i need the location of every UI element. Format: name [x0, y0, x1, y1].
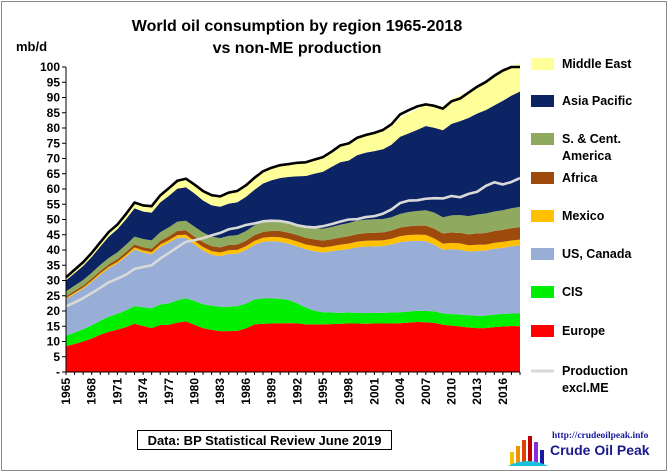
y-tick-label: 20 — [47, 304, 61, 318]
x-tick-label: 1971 — [110, 378, 124, 405]
y-tick-label: 65 — [47, 167, 61, 181]
y-tick-label: 95 — [47, 75, 61, 89]
legend-middle-east: Middle East — [531, 57, 632, 71]
area-series-group — [66, 62, 520, 372]
legend: Middle East Asia Pacific S. & Cent. America… — [531, 57, 633, 395]
legend-label: Middle East — [562, 57, 632, 71]
y-tick-label: 50 — [47, 213, 61, 227]
x-tick-label: 1965 — [59, 378, 73, 405]
legend-production-excl-me: Production excl.ME — [531, 364, 628, 395]
y-tick-label: 5 — [53, 350, 60, 364]
legend-label: America — [562, 149, 612, 163]
y-axis-unit: mb/d — [16, 39, 47, 54]
area-africa — [66, 225, 520, 299]
x-tick-label: 2004 — [393, 378, 407, 405]
y-tick-label: 80 — [47, 121, 61, 135]
y-tick-label: 45 — [47, 228, 61, 242]
line-production-excl-me — [65, 176, 521, 308]
y-tick-label: 60 — [47, 182, 61, 196]
legend-swatch — [531, 325, 554, 337]
y-tick-label: 85 — [47, 106, 61, 120]
y-tick-label: 90 — [47, 91, 61, 105]
x-tick-label: 1974 — [136, 378, 150, 405]
y-tick-label: 75 — [47, 136, 61, 150]
chart-title: World oil consumption by region 1965-201… — [132, 18, 463, 35]
legend-label: US, Canada — [562, 247, 633, 261]
area-europe — [66, 321, 520, 372]
legend-label: Africa — [562, 171, 598, 185]
y-tick-label: 55 — [47, 197, 61, 211]
y-tick-label: 35 — [47, 258, 61, 272]
logo-name: Crude Oil Peak — [550, 442, 650, 458]
y-tick-label: 100 — [40, 60, 60, 74]
legend-swatch — [531, 210, 554, 222]
legend-mexico: Mexico — [531, 209, 605, 223]
legend-africa: Africa — [531, 171, 598, 185]
line-series-group — [65, 65, 521, 308]
x-tick-label: 1992 — [290, 378, 304, 405]
crude-oil-peak-logo[interactable]: http://crudeoilpeak.info Crude Oil Peak — [508, 430, 663, 468]
x-tick-label: 1968 — [85, 378, 99, 405]
x-tick-label: 1998 — [342, 378, 356, 405]
legend-swatch — [531, 248, 554, 260]
y-tick-label: - — [56, 365, 60, 379]
area-asia-pacific — [66, 91, 520, 292]
y-tick-label: 40 — [47, 243, 61, 257]
x-tick-label: 2001 — [367, 378, 381, 405]
oil-rig-logo-icon — [508, 436, 548, 466]
legend-europe: Europe — [531, 324, 605, 338]
x-tick-label: 2010 — [444, 378, 458, 405]
legend-label: Mexico — [562, 209, 605, 223]
source-note: Data: BP Statistical Review June 2019 — [137, 430, 392, 450]
legend-us-canada: US, Canada — [531, 247, 633, 261]
x-tick-label: 1989 — [265, 378, 279, 405]
legend-label: excl.ME — [562, 381, 609, 395]
x-tick-label: 1986 — [239, 378, 253, 405]
legend-cis: CIS — [531, 285, 583, 299]
x-tick-label: 1980 — [187, 378, 201, 405]
y-tick-label: 15 — [47, 319, 61, 333]
area-middle-east — [66, 62, 520, 281]
legend-swatch — [531, 172, 554, 184]
legend-label: Asia Pacific — [562, 94, 632, 108]
legend-label: Europe — [562, 324, 605, 338]
chart-subtitle: vs non-ME production — [213, 40, 382, 57]
x-tick-label: 1995 — [316, 378, 330, 405]
legend-swatch — [531, 58, 554, 70]
legend-label: Production — [562, 364, 628, 378]
line-world-total — [65, 65, 520, 279]
x-tick-label: 1977 — [162, 378, 176, 405]
area-cis — [66, 298, 520, 347]
logo-url[interactable]: http://crudeoilpeak.info — [552, 431, 649, 441]
legend-swatch — [531, 95, 554, 107]
legend-asia-pacific: Asia Pacific — [531, 94, 632, 108]
x-tick-label: 1983 — [213, 378, 227, 405]
x-tick-label: 2007 — [419, 378, 433, 405]
legend-swatch — [531, 133, 554, 145]
legend-label: S. & Cent. — [562, 132, 621, 146]
y-tick-label: 25 — [47, 289, 61, 303]
area-us-canada — [66, 237, 520, 336]
legend-swatch — [531, 286, 554, 298]
x-tick-label: 2016 — [496, 378, 510, 405]
y-tick-label: 70 — [47, 152, 61, 166]
x-tick-label: 2013 — [470, 378, 484, 405]
y-tick-label: 30 — [47, 274, 61, 288]
y-tick-label: 10 — [47, 335, 61, 349]
legend-s-cent-america: S. & Cent. America — [531, 132, 621, 163]
legend-label: CIS — [562, 285, 583, 299]
area-s-cent-america — [66, 206, 520, 297]
